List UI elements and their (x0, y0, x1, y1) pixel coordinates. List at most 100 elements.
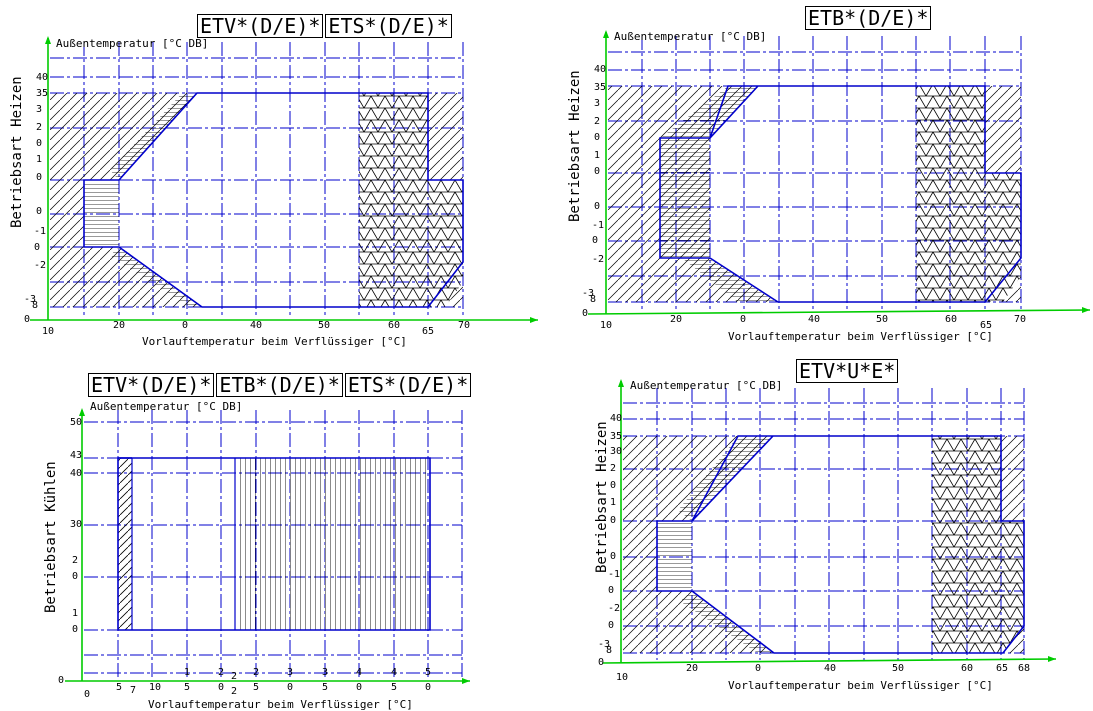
y-tick: 8 (32, 300, 38, 311)
y-tick: 2 (594, 116, 600, 127)
y-tick: 0 (608, 620, 614, 631)
y-tick: 43 (70, 450, 82, 461)
panel-2-title: ETB*(D/E)* (805, 6, 933, 30)
model-box: ETS*(D/E)* (325, 14, 452, 38)
panel-3-title: ETV*(D/E)* ETB*(D/E)* ETS*(D/E)* (88, 373, 473, 397)
y-tick: 40 (70, 468, 82, 479)
mode-label: Betriebsart Heizen (9, 76, 25, 228)
x-tick: 5 (391, 682, 397, 693)
x-tick: 10 (149, 682, 161, 693)
x-tick: 0 (182, 320, 188, 331)
y-tick: 0 (594, 201, 600, 212)
x-tick: 65 (996, 663, 1008, 674)
y-tick: 0 (24, 314, 30, 325)
x-tick: 40 (808, 314, 820, 325)
x-tick: 5 (253, 682, 259, 693)
x-tick: 0 (356, 682, 362, 693)
model-box: ETV*(D/E)* (88, 373, 215, 397)
y-tick: 40 (610, 413, 622, 424)
y-tick: 35 (610, 431, 622, 442)
y-tick: 30 (610, 446, 622, 457)
model-box: ETS*(D/E)* (344, 373, 472, 397)
y-tick: 0 (610, 515, 616, 526)
x-tick: 5 (116, 682, 122, 693)
x-tick: 20 (686, 663, 698, 674)
y-tick: 1 (594, 150, 600, 161)
x-tick: 65 (980, 320, 992, 331)
x-tick: 0 (425, 682, 431, 693)
panel-1: ETV*(D/E)* ETS*(D/E)* (0, 0, 545, 355)
model-box: ETB*(D/E)* (805, 6, 932, 30)
x-tick: 0 (84, 689, 90, 700)
x-tick: 1 (184, 667, 190, 678)
x-tick: 70 (1014, 314, 1026, 325)
model-box: ETB*(D/E)* (216, 373, 343, 397)
y-tick: 0 (582, 308, 588, 319)
x-tick: 10 (42, 326, 54, 337)
mode-label: Betriebsart Heizen (594, 421, 610, 573)
x-tick: 65 (422, 326, 434, 337)
y-tick: -3 (598, 639, 610, 650)
y-tick: -3 (24, 294, 36, 305)
y-tick: 3 (36, 104, 42, 115)
x-axis-label: Vorlauftemperatur beim Verflüssiger [°C] (142, 335, 407, 348)
y-tick: 0 (36, 206, 42, 217)
x-tick: 0 (287, 682, 293, 693)
y-tick: 40 (594, 64, 606, 75)
panel-4-title: ETV*U*E* (796, 359, 900, 383)
y-axis-label: Außentemperatur [°C DB] (630, 379, 782, 392)
x-axis-label: Vorlauftemperatur beim Verflüssiger [°C] (728, 330, 993, 343)
x-tick: 50 (318, 320, 330, 331)
y-tick: 8 (606, 645, 612, 656)
y-tick: 0 (72, 624, 78, 635)
y-tick: 8 (590, 294, 596, 305)
x-tick: 2 (218, 667, 224, 678)
x-axis-label: Vorlauftemperatur beim Verflüssiger [°C] (148, 698, 413, 711)
y-tick: 1 (610, 497, 616, 508)
y-axis-label: Außentemperatur [°C DB] (56, 37, 208, 50)
x-tick: 4 (356, 667, 362, 678)
y-tick: 30 (70, 519, 82, 530)
panel-1-diagram: 10 20 0 40 50 60 65 70 40 35 3 2 0 1 0 0… (9, 36, 538, 348)
y-tick: 2 (72, 555, 78, 566)
y-tick: -2 (34, 260, 46, 271)
panel-3-diagram: 0 5 7 10 1 5 2 0 2 2 2 5 3 0 3 5 4 0 4 5… (43, 400, 470, 711)
y-tick: 0 (72, 571, 78, 582)
panel-3: ETV*(D/E)* ETB*(D/E)* ETS*(D/E)* (0, 355, 545, 711)
panel-2: ETB*(D/E)* (548, 0, 1093, 355)
x-tick: 68 (1018, 663, 1030, 674)
x-tick: 7 (130, 685, 136, 696)
y-tick: -1 (608, 569, 620, 580)
y-tick: 0 (36, 138, 42, 149)
y-tick: 1 (36, 154, 42, 165)
x-tick: 40 (250, 320, 262, 331)
panel-4: ETV*U*E* (548, 355, 1093, 711)
x-tick: 3 (322, 667, 328, 678)
y-tick: -2 (608, 603, 620, 614)
x-tick: 40 (824, 663, 836, 674)
x-tick: 2 (231, 671, 237, 682)
y-tick: 0 (594, 166, 600, 177)
y-tick: 0 (594, 132, 600, 143)
x-tick: 2 (253, 667, 259, 678)
y-tick: 0 (610, 551, 616, 562)
mode-label: Betriebsart Heizen (567, 70, 583, 222)
y-tick: 2 (36, 122, 42, 133)
x-tick: 0 (755, 663, 761, 674)
x-tick: 20 (113, 320, 125, 331)
y-tick: 35 (594, 82, 606, 93)
x-tick: 10 (616, 672, 628, 683)
x-axis-label: Vorlauftemperatur beim Verflüssiger [°C] (728, 679, 993, 692)
x-tick: 70 (458, 320, 470, 331)
y-tick: 35 (36, 88, 48, 99)
panel-1-title: ETV*(D/E)* ETS*(D/E)* (197, 14, 454, 38)
x-tick: 5 (184, 682, 190, 693)
x-tick: 3 (287, 667, 293, 678)
x-tick: 5 (322, 682, 328, 693)
x-tick: 50 (892, 663, 904, 674)
x-tick: 5 (425, 667, 431, 678)
y-tick: 0 (58, 675, 64, 686)
x-tick: 50 (876, 314, 888, 325)
y-tick: -2 (592, 254, 604, 265)
mode-label: Betriebsart Kühlen (43, 461, 59, 613)
